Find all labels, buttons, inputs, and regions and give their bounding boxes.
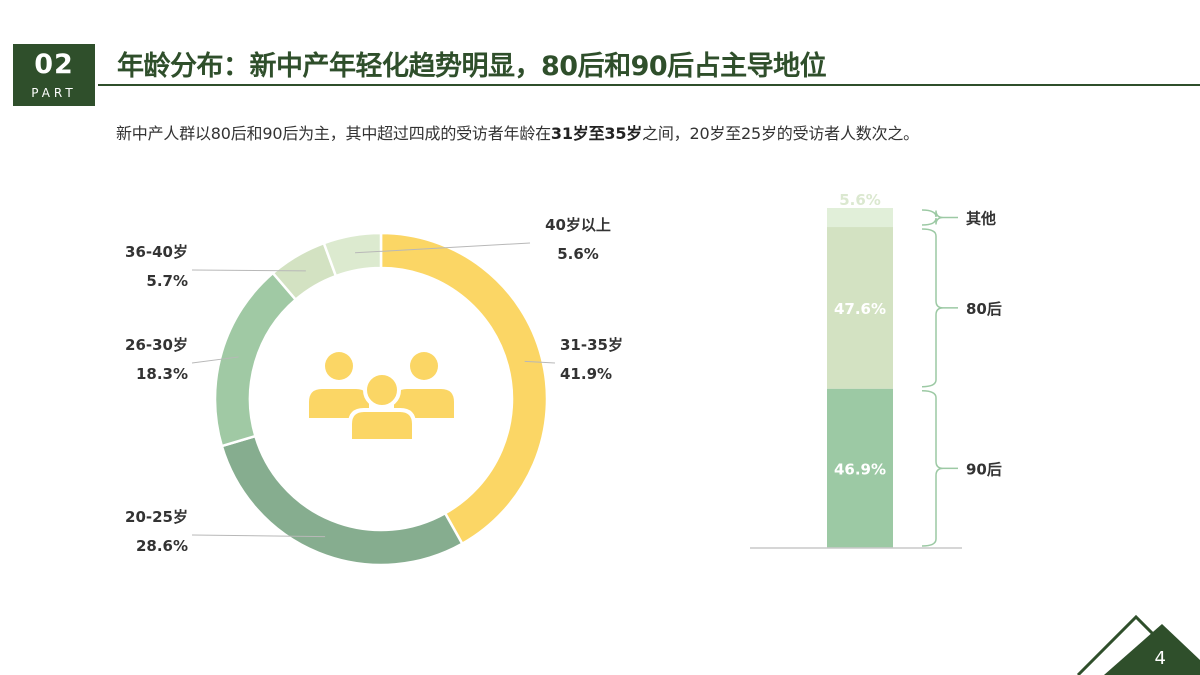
donut-chart: 31-35岁 41.9% 20-25岁 28.6% 26-30岁 18.3% 36-40岁 5… [125, 216, 623, 567]
donut-slice [322, 231, 383, 278]
slice-value-label: 28.6% [136, 537, 188, 555]
bar-bracket [921, 209, 944, 226]
corner-decoration [1076, 614, 1200, 675]
slice-leader-line [191, 534, 326, 538]
subtitle-after: 之间，20岁至25岁的受访者人数次之。 [642, 124, 919, 143]
bar-segment [827, 227, 893, 389]
slice-label: 26-30岁 [125, 336, 188, 354]
slice-value-label: 5.7% [146, 272, 188, 290]
bar-segment [827, 208, 893, 228]
people-group-icon [309, 352, 454, 443]
subtitle: 新中产人群以80后和90后为主，其中超过四成的受访者年龄在31岁至35岁之间，2… [116, 120, 919, 144]
subtitle-before: 新中产人群以80后和90后为主，其中超过四成的受访者年龄在 [116, 124, 551, 143]
slice-label: 40岁以上 [545, 216, 611, 234]
donut-slice [213, 271, 298, 448]
title-divider [98, 84, 1200, 86]
bar-segment [827, 388, 893, 548]
slice-label: 20-25岁 [125, 508, 188, 526]
subtitle-emphasis: 31岁至35岁 [550, 124, 643, 143]
bar-value-label: 47.6% [834, 300, 886, 318]
stacked-bar-chart: 46.9% 90后 47.6% 80后 5.6% 其他 [750, 191, 1002, 549]
bar-value-label: 46.9% [834, 460, 886, 478]
bar-category-label: 80后 [966, 300, 1002, 318]
slice-label: 36-40岁 [125, 243, 188, 261]
bar-bracket [921, 389, 944, 547]
slice-leader-line [524, 360, 556, 364]
slice-leader-line [355, 242, 531, 254]
slice-leader-line [191, 356, 239, 364]
part-number: 02 [34, 49, 74, 80]
page-number: 4 [1154, 648, 1166, 669]
slice-value-label: 41.9% [560, 365, 612, 383]
page-title: 年龄分布：新中产年轻化趋势明显，80后和90后占主导地位 [117, 51, 827, 82]
part-badge: 02 PART [13, 44, 95, 106]
donut-slice [379, 231, 549, 546]
slice-value-label: 5.6% [557, 245, 599, 263]
bar-category-label: 90后 [966, 460, 1002, 478]
slice-leader-line [191, 269, 306, 272]
bar-value-label: 5.6% [839, 191, 881, 209]
bar-category-label: 其他 [966, 210, 996, 228]
part-label: PART [31, 86, 77, 100]
slice-value-label: 18.3% [136, 365, 188, 383]
bar-bracket [921, 228, 944, 388]
slice-label: 31-35岁 [560, 336, 623, 354]
donut-slice [220, 434, 464, 567]
